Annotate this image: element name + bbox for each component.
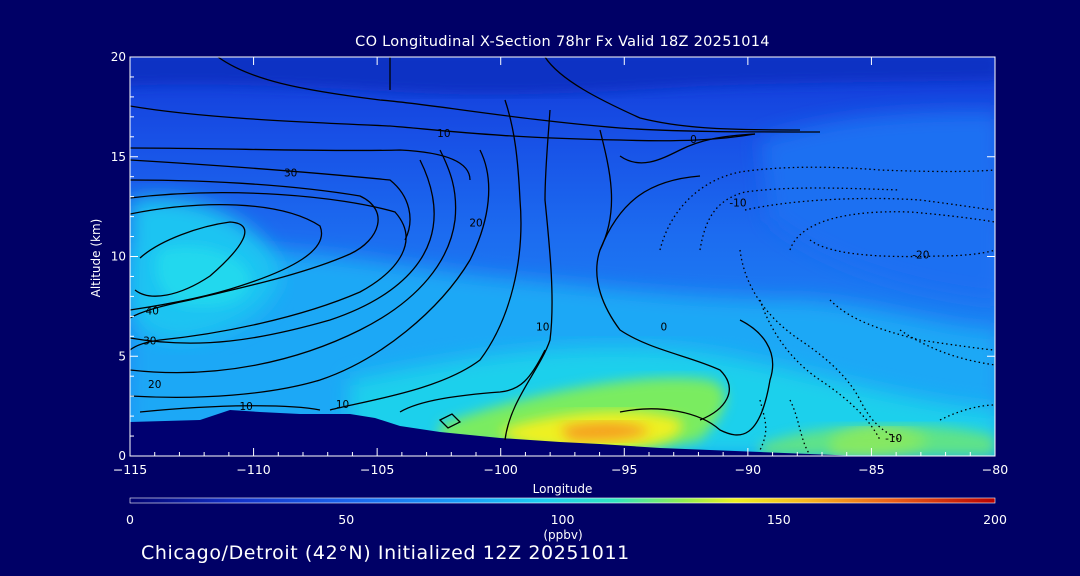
x-tick-label: −110	[236, 462, 270, 477]
x-tick-label: −115	[113, 462, 147, 477]
contour-label: 20	[148, 379, 161, 391]
colorbar-tick-label: 50	[338, 512, 354, 527]
contour-30-lower	[130, 159, 435, 344]
x-tick-label: −90	[735, 462, 761, 477]
contour-40-outer	[130, 192, 407, 351]
colorbar-tick-label: 200	[983, 512, 1007, 527]
contour-label: 10	[336, 399, 349, 411]
contour-upper-b	[130, 159, 411, 241]
contour-20-plume	[399, 349, 546, 413]
contour-10-lower	[130, 149, 490, 398]
contour-40-pool	[134, 221, 246, 297]
x-tick-label: −80	[982, 462, 1008, 477]
contour-label: -10	[729, 198, 746, 210]
y-tick-label: 10	[111, 250, 126, 264]
y-tick-label: 15	[111, 150, 126, 164]
contour-label: 30	[284, 168, 297, 180]
contour-label: 30	[143, 335, 156, 347]
x-tick-label: −105	[360, 462, 394, 477]
negative-contours	[659, 166, 995, 456]
neg-contour-c	[744, 197, 995, 211]
contour-label: 10	[536, 321, 549, 333]
contour-10-ground	[139, 405, 321, 413]
neg-contour-g	[829, 299, 995, 351]
colorbar-tick-label: 150	[767, 512, 791, 527]
y-axis: 0 5 10 15 20	[111, 50, 995, 463]
colorbar: 0 50 100 150 200	[126, 497, 1007, 527]
contour-label: 40	[146, 305, 159, 317]
field-plume-orange	[560, 422, 650, 441]
neg-contour-f	[759, 299, 881, 441]
colorbar-ticks: 0 50 100 150 200	[126, 512, 1007, 527]
contour-30-a	[130, 179, 379, 319]
y-tick-label: 5	[118, 349, 126, 363]
neg-contour-h	[899, 329, 995, 366]
co-field	[130, 57, 995, 456]
run-annotation: Chicago/Detroit (42°N) Initialized 12Z 2…	[141, 542, 630, 564]
contour-0-c	[599, 175, 701, 251]
neg-contour-k	[789, 399, 811, 456]
contour-upper-a	[130, 147, 471, 181]
field-east-green	[760, 424, 995, 456]
contour-label: -20	[912, 250, 929, 262]
neg-contour-j	[759, 399, 767, 451]
contour-0-a	[596, 129, 730, 421]
contour-loop-plume	[438, 413, 462, 429]
contour-label: 0	[690, 134, 697, 146]
neg-contour-i	[939, 404, 995, 421]
contour-label: 0	[660, 321, 667, 333]
chart-title: CO Longitudinal X-Section 78hr Fx Valid …	[355, 34, 770, 50]
field-upper-blue	[760, 111, 995, 300]
colorbar-unit: (ppbv)	[543, 528, 583, 542]
contour-labels: 10 0 30 -10 20 -20 40 10 0 30 20 10 10 -10	[143, 128, 929, 445]
colorbar-gradient	[129, 497, 996, 504]
contour-10-mid	[329, 99, 522, 411]
contour-10-upper	[130, 105, 756, 142]
x-axis-label: Longitude	[532, 482, 593, 496]
contour-30-b	[130, 204, 323, 311]
contour-label: 10	[239, 401, 252, 413]
colorbar-tick-label: 0	[126, 512, 134, 527]
y-tick-label: 20	[111, 50, 126, 64]
colorbar-tick-label: 100	[551, 512, 575, 527]
contour-label: 10	[437, 128, 450, 140]
contour-label: 20	[469, 218, 482, 230]
contour-lines	[130, 57, 995, 456]
x-tick-label: −85	[858, 462, 884, 477]
contour-0-east	[544, 57, 801, 131]
contour-0-low	[619, 319, 774, 436]
y-tick-label: 0	[118, 449, 126, 463]
x-tick-label: −95	[611, 462, 637, 477]
neg-contour-20	[809, 239, 995, 258]
contour-20-lower	[130, 149, 457, 374]
neg-contour-d	[789, 211, 995, 251]
contour-label: -10	[885, 433, 902, 445]
neg-contour-e	[739, 249, 901, 441]
y-axis-label: Altitude (km)	[89, 218, 103, 298]
contour-10-east	[504, 109, 553, 441]
terrain	[130, 410, 860, 456]
x-axis: −115 −110 −105 −100 −95 −90 −85 −80	[113, 57, 1008, 477]
x-tick-label: −100	[484, 462, 518, 477]
contour-0-b	[619, 133, 756, 164]
contour-top	[217, 57, 821, 133]
